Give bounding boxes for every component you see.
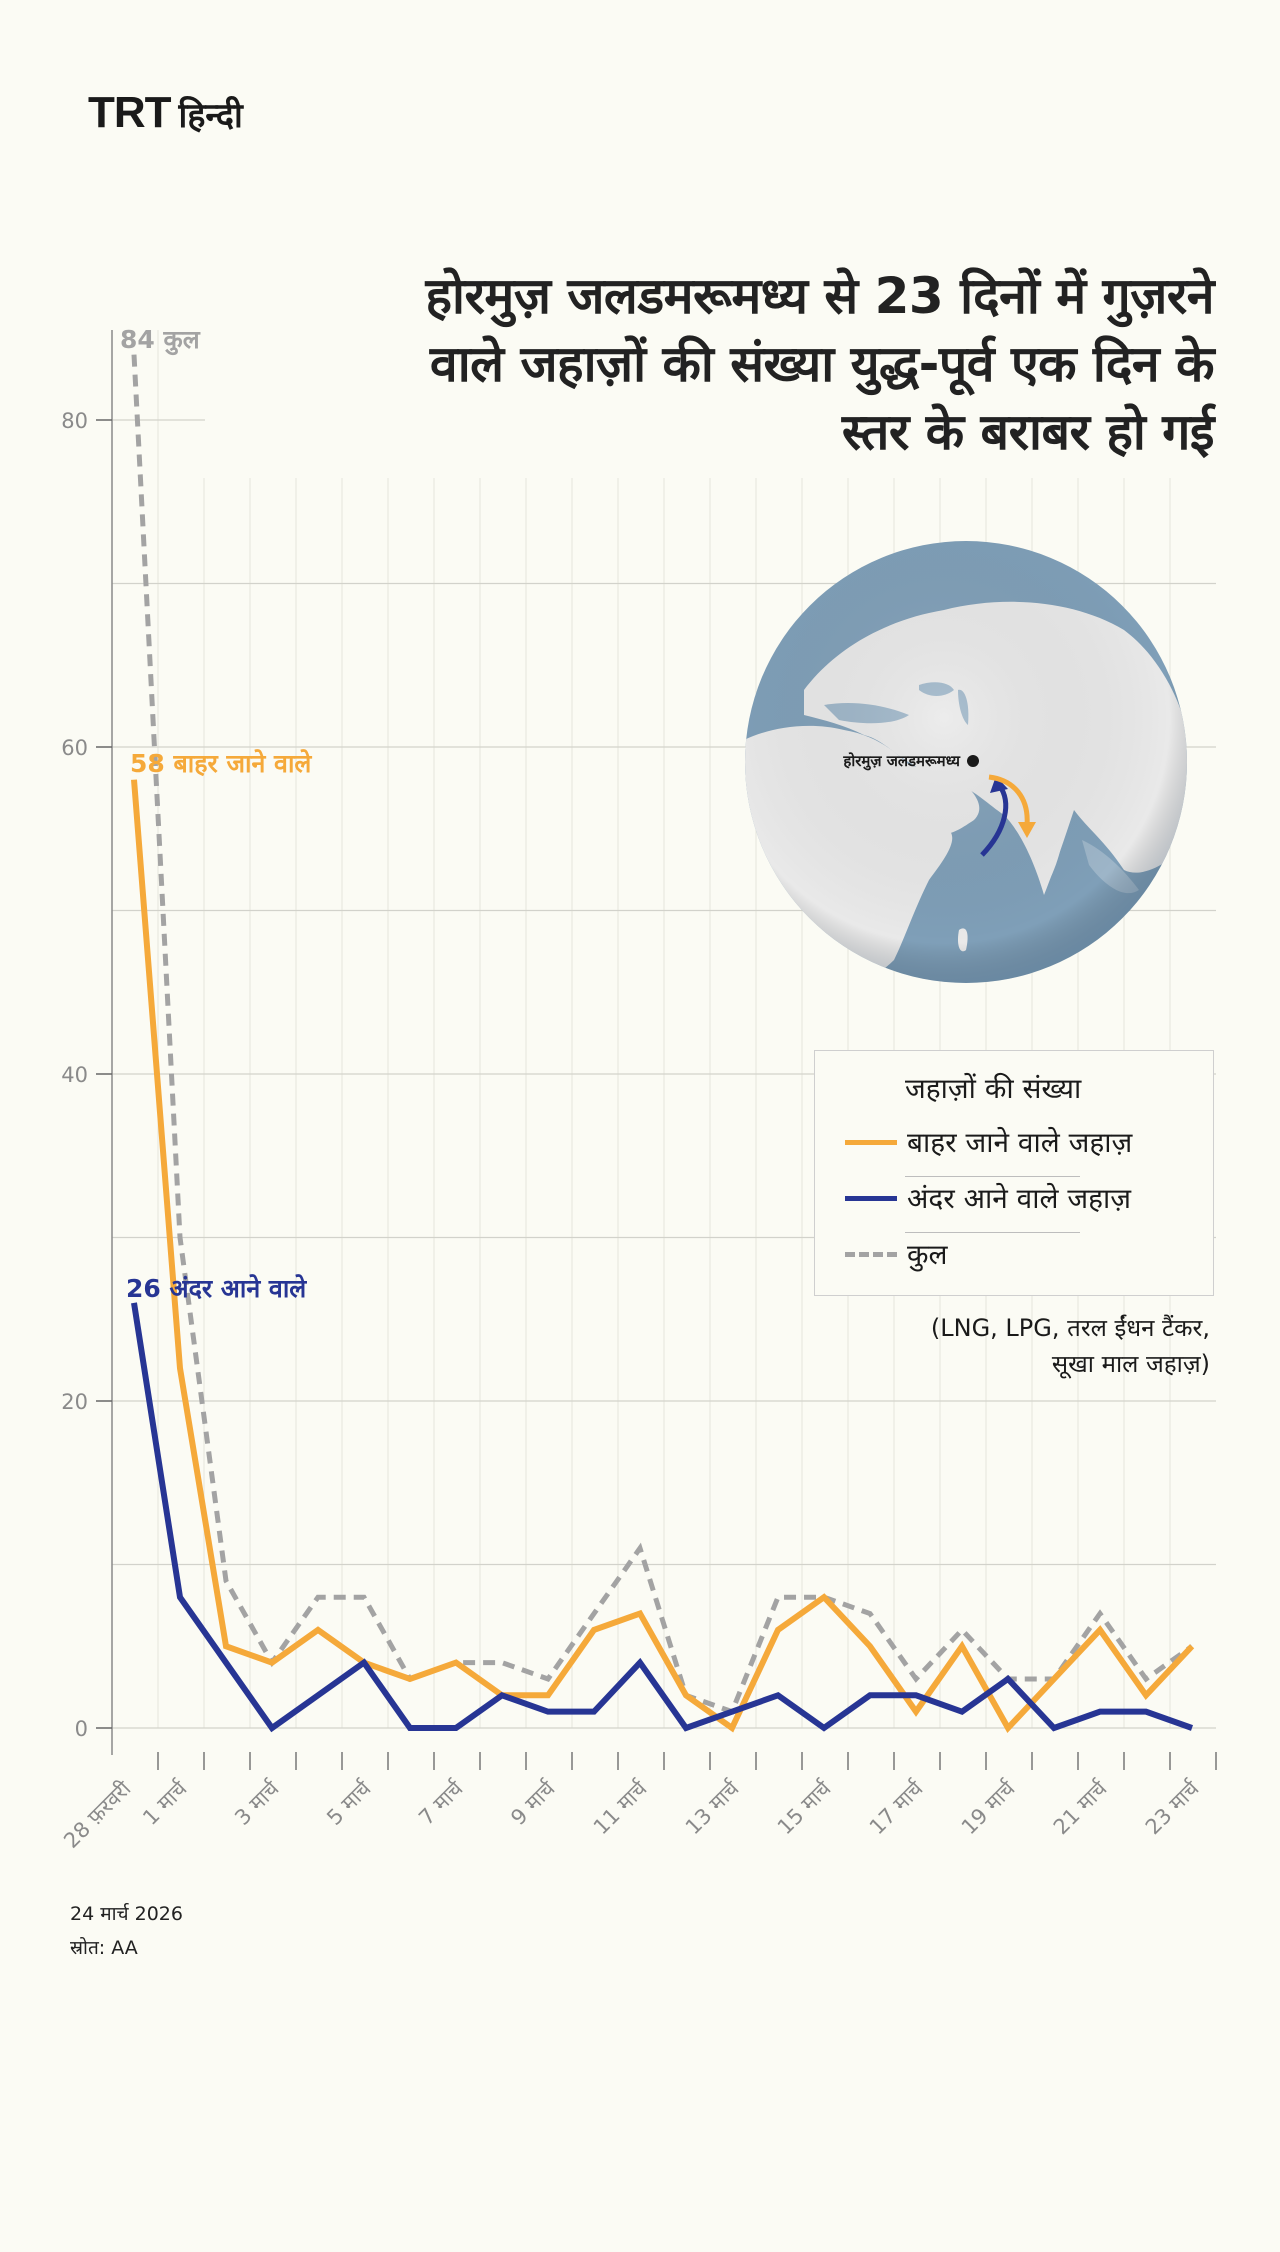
annotation-inbound: 26 अंदर आने वाले [126,1274,307,1303]
chart-series [131,354,1195,1734]
x-tick-label: 28 फ़रवरी [59,1776,136,1853]
chart-annotations: 84 कुल 58 बाहर जाने वाले 26 अंदर आने वाल… [120,325,312,1303]
y-tick-label: 60 [61,736,88,760]
series-line-outbound [131,779,1195,1734]
note-line-2: सूखा माल जहाज़) [1051,1350,1210,1378]
source-credit: स्रोत: AA [70,1937,138,1959]
chart-legend: जहाज़ों की संख्या बाहर जाने वाले जहाज़ अ… [814,1050,1214,1296]
x-tick-label: 5 मार्च [322,1776,376,1830]
legend-divider [905,1176,1080,1177]
series-line-inbound [131,1302,1194,1733]
y-tick-label: 80 [61,409,88,433]
series-line-total [131,354,1194,1715]
publish-date: 24 मार्च 2026 [70,1903,183,1925]
legend-title: जहाज़ों की संख्या [905,1072,1082,1105]
title-line-3: स्तर के बराबर हो गई [841,403,1215,461]
chart-title: होरमुज़ जलडमरूमध्य से 23 दिनों में गुज़र… [274,262,1214,466]
legend-divider [905,1232,1080,1233]
legend-label-inbound: अंदर आने वाले जहाज़ [907,1182,1132,1215]
annotation-total: 84 कुल [120,325,201,356]
x-tick-label: 17 मार्च [865,1776,928,1839]
x-tick-label: 1 मार्च [138,1776,192,1830]
x-tick-label: 23 मार्च [1141,1776,1204,1839]
x-tick-label: 3 मार्च [230,1776,284,1830]
legend-swatch-outbound [845,1139,897,1145]
hormuz-marker-icon [967,755,979,767]
vessel-types-note: (LNG, LPG, तरल ईंधन टैंकर, सूखा माल जहाज… [931,1310,1210,1382]
inbound-arrow-icon [980,783,1009,857]
x-tick-label: 21 मार्च [1049,1776,1112,1839]
globe-map: होरमुज़ जलडमरूमध्य [745,541,1187,983]
title-line-1: होरमुज़ जलडमरूमध्य से 23 दिनों में गुज़र… [425,267,1214,325]
legend-item-outbound: बाहर जाने वाले जहाज़ [845,1123,1132,1161]
hormuz-label: होरमुज़ जलडमरूमध्य [842,752,961,771]
x-tick-label: 13 मार्च [681,1776,744,1839]
annotation-outbound: 58 बाहर जाने वाले [130,749,312,778]
title-line-2: वाले जहाज़ों की संख्या युद्ध-पूर्व एक दि… [429,335,1215,393]
outbound-arrow-icon [988,774,1030,826]
logo-trt: TRT [88,88,172,137]
x-tick-label: 11 मार्च [589,1776,652,1839]
y-tick-label: 40 [61,1063,88,1087]
legend-label-outbound: बाहर जाने वाले जहाज़ [907,1126,1133,1159]
legend-swatch-total [845,1251,897,1257]
y-tick-label: 0 [75,1717,88,1741]
legend-swatch-inbound [845,1195,897,1201]
brand-logo: TRT हिन्दी [88,88,243,138]
x-tick-label: 19 मार्च [957,1776,1020,1839]
y-tick-label: 20 [61,1390,88,1414]
note-line-1: (LNG, LPG, तरल ईंधन टैंकर, [930,1314,1210,1342]
legend-label-total: कुल [907,1238,948,1271]
footer: 24 मार्च 2026 स्रोत: AA [70,1897,183,1965]
legend-item-total: कुल [845,1235,948,1273]
x-tick-label: 9 मार्च [506,1776,560,1830]
x-tick-label: 7 मार्च [414,1776,468,1830]
legend-item-inbound: अंदर आने वाले जहाज़ [845,1179,1131,1217]
x-tick-label: 15 मार्च [773,1776,836,1839]
logo-hindi: हिन्दी [178,96,243,136]
